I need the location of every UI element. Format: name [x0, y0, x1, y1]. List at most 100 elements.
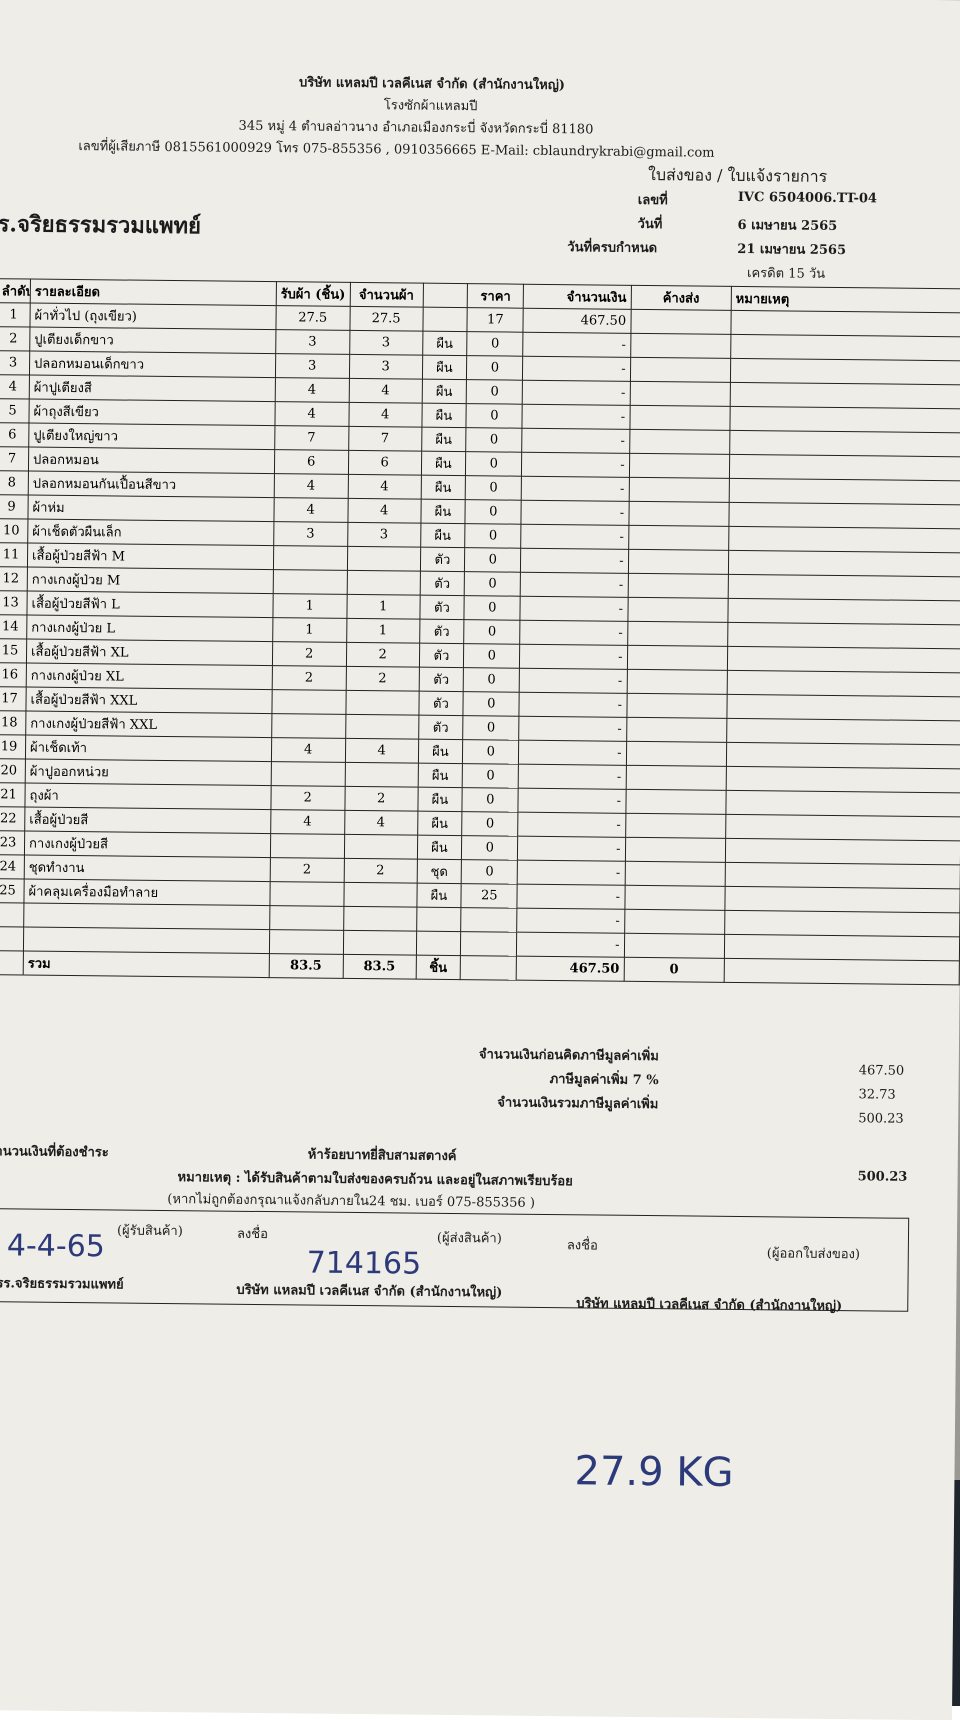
- cell: ผ้าเช็ดเท้า: [25, 735, 271, 762]
- cell: 9: [0, 495, 28, 519]
- cell: 7: [348, 426, 421, 451]
- cell: [461, 932, 517, 957]
- cell: 0: [467, 380, 523, 405]
- handwriting: 4-4-65: [7, 1228, 105, 1264]
- cell: [343, 930, 416, 955]
- cell: [628, 597, 729, 622]
- cell: 4: [270, 810, 344, 835]
- cell: 17: [0, 687, 26, 711]
- cell: 1: [0, 303, 30, 327]
- cell: 23: [0, 831, 25, 855]
- cell: -: [521, 548, 629, 573]
- cell: ผืน: [421, 451, 466, 475]
- cell: 3: [349, 330, 422, 355]
- sig-org: รร.จริยธรรมรวมแพทย์: [0, 1272, 124, 1294]
- cell: 7: [0, 447, 29, 471]
- cell: 4: [348, 498, 421, 523]
- cell: 3: [0, 351, 30, 375]
- cell: [626, 693, 727, 718]
- cell: ตัว: [418, 715, 463, 739]
- meta-value: 21 เมษายน 2565: [737, 238, 846, 260]
- cell: [627, 621, 728, 646]
- cell: 0: [466, 476, 522, 501]
- cell: 83.5: [269, 954, 343, 979]
- cell: [724, 934, 959, 960]
- cell: 4: [349, 378, 422, 403]
- cell: 5: [0, 399, 29, 423]
- cell: ปลอกหมอนเด็กขาว: [29, 351, 275, 378]
- customer: ร.จริยธรรมรวมแพทย์: [0, 206, 201, 243]
- company: บริษัท แหลมปี เวลคีเนส จำกัด (สำนักงานให…: [299, 71, 565, 95]
- cell: [624, 885, 725, 910]
- cell: ผ้าปูเตียงสี: [29, 375, 275, 402]
- cell: [726, 742, 960, 768]
- cell: ตัว: [418, 691, 463, 715]
- cell: [728, 598, 960, 624]
- cell: -: [520, 572, 628, 597]
- note: (หากไม่ถูกต้องกรุณาแจ้งกลับภายใน24 ชม. เ…: [167, 1188, 535, 1213]
- cell: [728, 574, 960, 600]
- cell: กางเกงผู้ป่วยสี: [24, 831, 270, 858]
- cell: 0: [462, 836, 518, 861]
- cell: -: [520, 620, 628, 645]
- cell: 4: [275, 402, 349, 427]
- cell: 0: [466, 452, 522, 477]
- cell: หมายเหตุ: [731, 286, 960, 312]
- cell: เสื้อผู้ป่วยสีฟ้า XXL: [26, 687, 272, 714]
- cell: [728, 622, 960, 648]
- cell: 3: [275, 330, 349, 355]
- cell: 4: [349, 402, 422, 427]
- cell: 0: [463, 692, 519, 717]
- cell: เสื้อผู้ป่วยสีฟ้า L: [27, 591, 273, 618]
- cell: [630, 381, 731, 406]
- cell: [270, 834, 344, 859]
- cell: 2: [346, 642, 419, 667]
- cell: [727, 718, 960, 744]
- meta-label: วันที่: [637, 213, 662, 234]
- cell: กางเกงผู้ป่วย L: [27, 615, 273, 642]
- cell: 0: [461, 860, 517, 885]
- cell: [629, 501, 730, 526]
- cell: ผืน: [420, 523, 465, 547]
- cell: [625, 789, 726, 814]
- cell: -: [521, 524, 629, 549]
- cell: -: [518, 836, 626, 861]
- cell: 6: [348, 450, 421, 475]
- cell: [725, 838, 960, 864]
- sig-org: บริษัท แหลมปี เวลคีเนส จำกัด (สำนักงานให…: [236, 1279, 502, 1303]
- cell: จำนวนผ้า: [350, 282, 423, 307]
- cell: [730, 430, 960, 456]
- sig-role: (ผู้ออกใบส่งของ): [767, 1242, 860, 1264]
- cell: [629, 429, 730, 454]
- cell: 83.5: [343, 954, 416, 979]
- cell: [344, 834, 417, 859]
- cell: -: [517, 908, 625, 933]
- cell: 0: [464, 644, 520, 669]
- cell: กางเกงผู้ป่วย M: [27, 567, 273, 594]
- cell: เสื้อผู้ป่วยสีฟ้า XL: [26, 639, 272, 666]
- cell: ผืน: [422, 331, 467, 355]
- cell: ตัว: [419, 595, 464, 619]
- sig-role: (ผู้ส่งสินค้า): [437, 1227, 502, 1249]
- cell: [625, 837, 726, 862]
- cell: [344, 882, 417, 907]
- cell: 2: [272, 666, 346, 691]
- cell: [630, 405, 731, 430]
- sig-org: บริษัท แหลมปี เวลคีเนส จำกัด (สำนักงานให…: [576, 1292, 842, 1316]
- cell: 0: [465, 548, 521, 573]
- note: หมายเหตุ : ได้รับสินค้าตามใบส่งของครบถ้ว…: [177, 1166, 572, 1191]
- cell: 6: [274, 450, 348, 475]
- cell: ผืน: [418, 763, 463, 787]
- cell: ผืน: [421, 427, 466, 451]
- cell: 15: [0, 639, 27, 663]
- cell: [461, 908, 517, 933]
- cell: เสื้อผู้ป่วยสีฟ้า M: [27, 543, 273, 570]
- cell: ตัว: [420, 547, 465, 571]
- payable-words: ห้าร้อยบาทยี่สิบสามสตางค์: [308, 1143, 457, 1166]
- cell: 27.5: [350, 306, 423, 331]
- cell: [730, 358, 960, 384]
- cell: ปลอกหมอน: [28, 447, 274, 474]
- cell: [630, 333, 731, 358]
- cell: [0, 951, 23, 975]
